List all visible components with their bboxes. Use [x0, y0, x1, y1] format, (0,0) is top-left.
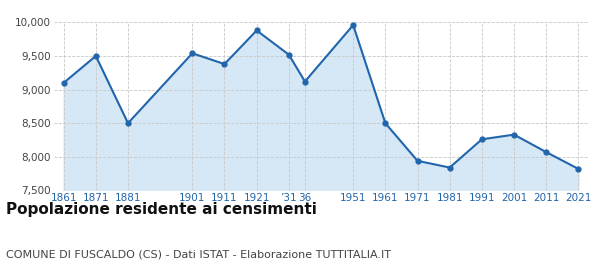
Text: COMUNE DI FUSCALDO (CS) - Dati ISTAT - Elaborazione TUTTITALIA.IT: COMUNE DI FUSCALDO (CS) - Dati ISTAT - E…	[6, 249, 391, 259]
Text: Popolazione residente ai censimenti: Popolazione residente ai censimenti	[6, 202, 317, 217]
